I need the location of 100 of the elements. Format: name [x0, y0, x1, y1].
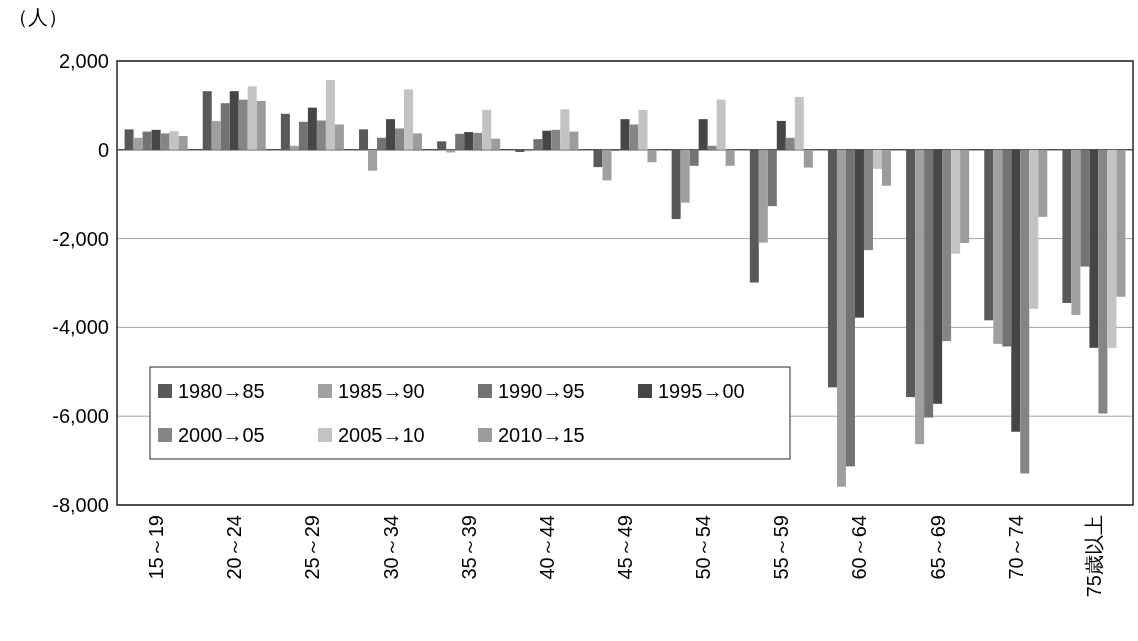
bar	[220, 103, 230, 150]
bar	[202, 91, 212, 150]
bar	[298, 121, 308, 150]
bar	[845, 149, 855, 467]
bar	[942, 149, 952, 342]
bar	[1020, 149, 1030, 474]
bar	[437, 141, 447, 150]
bar	[1071, 149, 1081, 315]
bar	[560, 109, 570, 150]
bar	[602, 149, 612, 181]
bar	[569, 131, 579, 150]
bar	[984, 149, 994, 321]
bar	[1080, 149, 1090, 267]
legend-label: 2000→05	[178, 424, 265, 446]
bar	[749, 149, 759, 283]
x-tick-label: 65～69	[926, 515, 949, 580]
bar	[767, 149, 777, 207]
bar	[776, 120, 786, 150]
bar	[211, 120, 221, 150]
x-tick-label: 50～54	[692, 515, 715, 580]
y-tick-label: 0	[97, 138, 109, 161]
bar	[151, 129, 161, 150]
bar	[368, 149, 378, 171]
bar	[316, 120, 326, 150]
bar	[1098, 149, 1108, 414]
bar	[307, 107, 317, 150]
bar	[1029, 149, 1039, 309]
bar	[256, 100, 266, 150]
bar	[377, 137, 387, 150]
legend-label: 2005→10	[338, 424, 425, 446]
x-tick-label: 25～29	[301, 515, 324, 580]
x-tick-label: 15～19	[145, 515, 168, 580]
bar	[1011, 149, 1021, 432]
bar	[785, 137, 795, 150]
bar	[238, 99, 248, 150]
bar	[124, 129, 134, 150]
y-tick-label: -4,000	[52, 316, 109, 339]
bar	[863, 149, 873, 251]
x-tick-label: 70～74	[1004, 515, 1027, 580]
bar	[881, 149, 891, 186]
bar	[707, 145, 717, 150]
x-tick-label: 45～49	[614, 515, 636, 580]
bar	[289, 145, 299, 150]
bar	[169, 131, 179, 150]
legend-label: 2010→15	[498, 424, 585, 446]
y-tick-label: -2,000	[52, 227, 109, 250]
bar	[689, 149, 699, 166]
bar	[629, 124, 639, 150]
bar	[716, 99, 726, 150]
bar	[142, 131, 152, 150]
x-tick-label: 75歳以上	[1082, 515, 1105, 598]
bar	[680, 149, 690, 203]
bar	[794, 96, 804, 150]
bar	[160, 133, 170, 150]
bar	[827, 149, 837, 388]
bar	[638, 109, 648, 150]
bar	[133, 137, 143, 150]
bar	[725, 149, 735, 166]
bar	[515, 149, 525, 153]
bar	[455, 133, 465, 150]
bar	[1107, 149, 1117, 348]
y-tick-label: -8,000	[52, 494, 109, 516]
bar	[280, 113, 290, 150]
bar	[247, 86, 257, 150]
y-axis-title: （人）	[8, 6, 68, 28]
bar	[854, 149, 864, 318]
bar	[671, 149, 681, 220]
x-tick-label: 55～59	[770, 515, 793, 580]
bar	[1062, 149, 1072, 303]
bar	[404, 89, 414, 150]
bar	[647, 149, 657, 163]
legend-label: 1980→85	[178, 380, 265, 402]
x-tick-label: 40～44	[535, 515, 558, 580]
bar	[803, 149, 813, 168]
legend-label: 1990→95	[498, 380, 585, 402]
bar	[334, 124, 344, 150]
bar	[620, 119, 630, 150]
bar	[1038, 149, 1048, 217]
x-tick-label: 30～34	[379, 515, 402, 580]
bar	[1089, 149, 1099, 348]
bar	[386, 119, 396, 150]
bar	[872, 149, 882, 169]
bar	[933, 149, 943, 404]
y-tick-label: -6,000	[52, 405, 109, 428]
bar	[1002, 149, 1012, 347]
legend-label: 1995→00	[658, 380, 745, 402]
bar	[473, 132, 483, 150]
bar	[395, 128, 405, 150]
bar	[464, 132, 474, 150]
bar	[229, 91, 239, 150]
bar	[551, 129, 561, 150]
x-tick-label: 60～64	[848, 515, 871, 580]
bar	[325, 80, 335, 150]
bar	[924, 149, 934, 418]
x-tick-label: 20～24	[223, 515, 246, 580]
bar	[491, 138, 501, 150]
bar	[533, 139, 543, 150]
x-tick-label: 35～39	[457, 515, 480, 580]
bar	[698, 119, 708, 150]
bar	[482, 109, 492, 150]
